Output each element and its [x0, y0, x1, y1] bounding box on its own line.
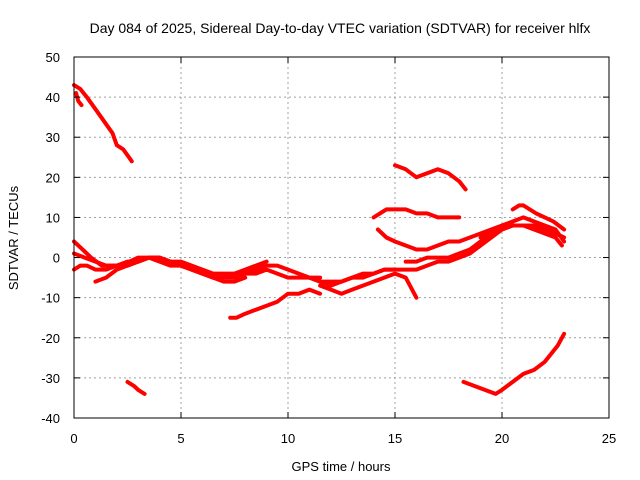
series-layer	[72, 83, 567, 396]
series-arc14	[478, 215, 567, 244]
series-arc5	[93, 255, 248, 284]
y-tick-label: -20	[41, 331, 60, 346]
series-arc12	[375, 223, 567, 252]
x-tick-label: 15	[388, 431, 402, 446]
x-tick-label: 0	[70, 431, 77, 446]
x-tick-label: 10	[281, 431, 295, 446]
series-arc1	[72, 83, 134, 164]
y-axis-ticks: -40 -30 -20 -10 0 10 20 30 40 50	[41, 50, 609, 426]
y-tick-label: 10	[46, 210, 60, 225]
y-tick-label: 0	[53, 251, 60, 266]
y-axis-label: SDTVAR / TECUs	[6, 185, 21, 290]
chart-title: Day 084 of 2025, Sidereal Day-to-day VTE…	[90, 20, 591, 36]
y-tick-label: 40	[46, 90, 60, 105]
x-axis-label: GPS time / hours	[292, 459, 391, 474]
series-arc1b	[74, 91, 84, 108]
series-arc7	[228, 287, 323, 320]
x-tick-label: 25	[602, 431, 616, 446]
y-tick-label: -30	[41, 371, 60, 386]
series-arc13	[403, 223, 564, 264]
y-tick-label: 30	[46, 130, 60, 145]
y-tick-label: -40	[41, 411, 60, 426]
series-arc11	[393, 163, 468, 192]
y-tick-label: -10	[41, 291, 60, 306]
y-tick-label: 50	[46, 50, 60, 65]
plot-frame	[73, 56, 610, 419]
x-tick-label: 20	[495, 431, 509, 446]
series-arc9	[307, 227, 504, 288]
series-arc10	[371, 207, 462, 220]
series-arc16	[461, 331, 567, 396]
series-arc8	[318, 271, 419, 300]
series-arc6	[125, 379, 147, 396]
x-tick-label: 5	[177, 431, 184, 446]
x-axis-ticks: 0 5 10 15 20 25	[70, 57, 616, 446]
y-tick-label: 20	[46, 170, 60, 185]
grid-layer	[74, 57, 609, 418]
series-arc15	[510, 203, 567, 232]
